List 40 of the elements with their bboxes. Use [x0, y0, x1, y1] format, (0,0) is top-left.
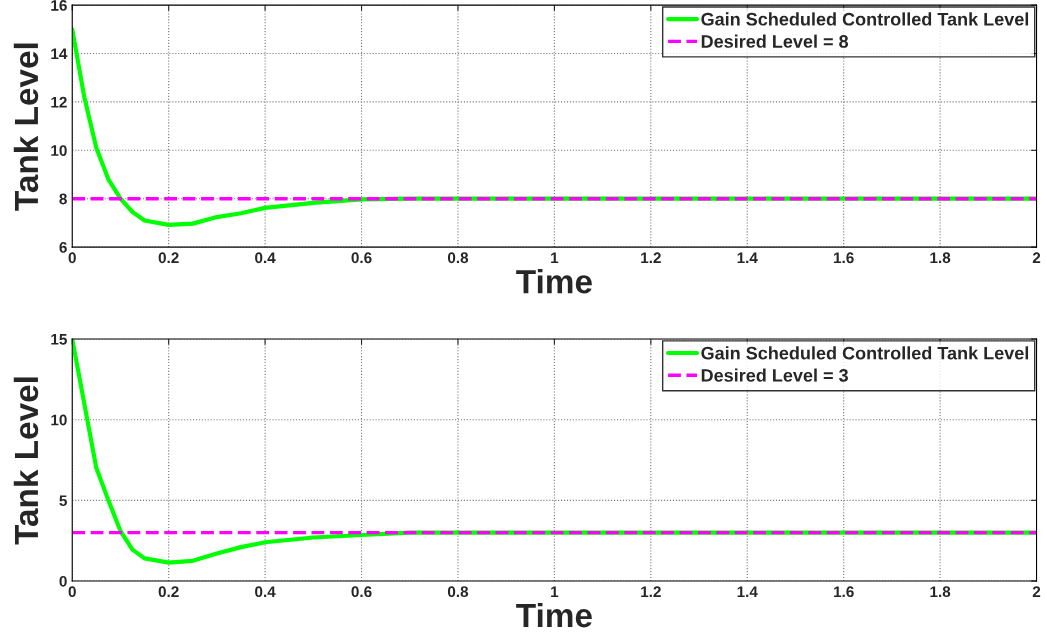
x-tick-label: 1.8 — [930, 252, 951, 264]
x-tick-label: 1 — [551, 586, 559, 597]
y-tick-label: 12 — [51, 96, 67, 108]
x-tick-label: 1.8 — [930, 586, 951, 598]
y-axis-title: Tank Level — [13, 43, 39, 211]
x-tick-label: 1 — [551, 252, 559, 264]
y-tick-label: 0 — [59, 575, 67, 587]
x-tick-label: 0.2 — [158, 586, 179, 598]
y-tick-label: 16 — [51, 0, 67, 11]
y-tick-label: 8 — [59, 193, 67, 205]
legend-label: Gain Scheduled Controlled Tank Level — [701, 346, 1029, 360]
y-tick-label: 6 — [59, 241, 67, 253]
y-axis-title: Tank Level — [13, 377, 39, 545]
x-tick-label: 0.2 — [158, 252, 179, 264]
x-tick-label: 0 — [68, 252, 76, 264]
x-tick-label: 1.2 — [641, 586, 661, 597]
y-tick-label: 10 — [51, 145, 67, 156]
x-tick-label: 1.4 — [737, 252, 758, 264]
x-tick-label: 0.8 — [447, 586, 469, 598]
x-tick-label: 2 — [1032, 252, 1041, 264]
x-tick-label: 0.6 — [351, 586, 372, 598]
legend-label: Desired Level = 8 — [701, 34, 849, 48]
legend-label: Desired Level = 3 — [701, 368, 848, 382]
x-axis-title: Time — [516, 602, 592, 628]
x-tick-label: 0.4 — [255, 252, 276, 264]
y-tick-label: 5 — [59, 495, 67, 507]
x-tick-label: 0 — [68, 586, 76, 598]
x-tick-label: 1.2 — [641, 252, 661, 264]
x-tick-label: 0.4 — [255, 586, 276, 598]
legend-label: Gain Scheduled Controlled Tank Level — [701, 12, 1029, 26]
x-tick-label: 1.4 — [737, 586, 758, 597]
x-tick-label: 0.8 — [447, 252, 469, 264]
x-tick-label: 1.6 — [834, 252, 854, 264]
x-tick-label: 2 — [1032, 586, 1041, 597]
y-tick-label: 10 — [51, 414, 67, 426]
y-tick-label: 14 — [51, 48, 68, 60]
y-tick-label: 15 — [51, 334, 67, 345]
x-axis-title: Time — [516, 268, 592, 294]
x-tick-label: 1.6 — [834, 586, 854, 598]
x-tick-label: 0.6 — [351, 252, 372, 264]
